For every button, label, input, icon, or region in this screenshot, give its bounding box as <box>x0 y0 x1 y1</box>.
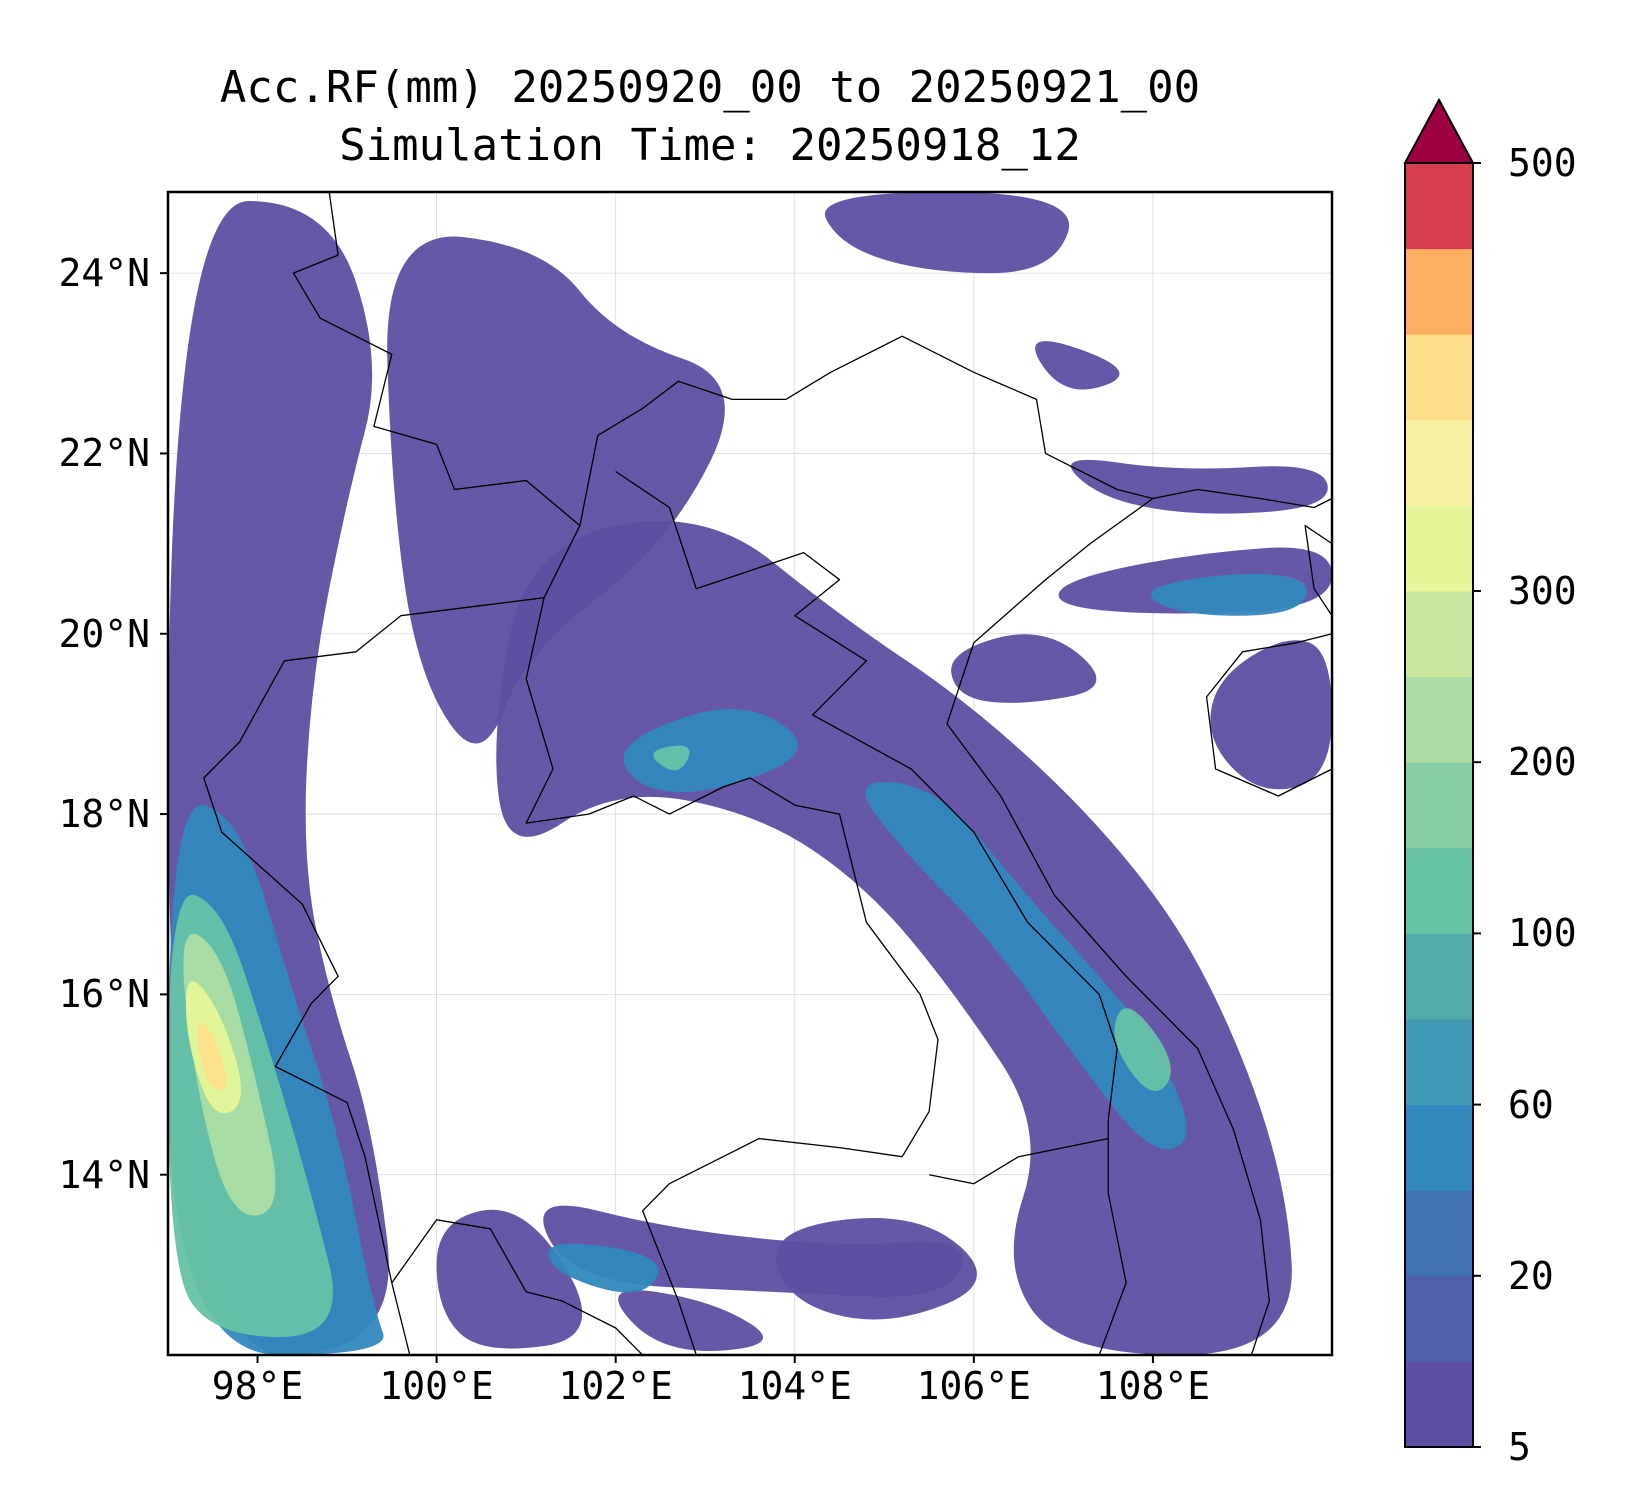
colorbar-frame <box>1404 162 1474 1448</box>
colorbar-band <box>1405 419 1473 506</box>
lon-tick-label: 102°E <box>558 1364 673 1408</box>
longitude-tick-marks <box>256 1355 1154 1363</box>
colorbar-band <box>1405 163 1473 250</box>
lat-tick-label: 18°N <box>58 792 150 837</box>
colorbar-tick-label: 5 <box>1508 1425 1531 1469</box>
colorbar-tick-label: 200 <box>1508 740 1577 785</box>
map-subtitle: Simulation Time: 20250918_12 <box>339 120 1081 171</box>
rain-region-level-0 <box>1035 341 1120 390</box>
colorbar <box>1403 97 1481 1448</box>
colorbar-tick-label: 20 <box>1508 1253 1554 1298</box>
colorbar-band <box>1405 591 1473 678</box>
rain-region-level-1 <box>865 782 1187 1150</box>
rain-region-level-0 <box>436 1209 583 1349</box>
border-line <box>597 335 1154 500</box>
border-line <box>946 497 1270 1355</box>
colorbar-band <box>1405 1190 1473 1277</box>
rain-region-level-2 <box>653 745 690 771</box>
colorbar-band <box>1405 933 1473 1020</box>
rainfall-contours <box>168 192 1332 1355</box>
rain-region-level-0 <box>387 236 725 744</box>
rain-region-level-2 <box>1114 1008 1171 1092</box>
border-line <box>525 597 939 1158</box>
rain-region-level-1 <box>623 709 798 793</box>
rain-region-level-0 <box>618 1290 764 1351</box>
lat-tick-label: 14°N <box>58 1152 150 1197</box>
border-line <box>641 1137 903 1355</box>
rain-region-level-5 <box>198 1022 227 1090</box>
lon-tick-label: 100°E <box>379 1364 494 1408</box>
colorbar-band <box>1405 676 1473 763</box>
rain-region-level-0 <box>824 192 1070 274</box>
colorbar-band <box>1405 1275 1473 1362</box>
rain-region-level-0 <box>1210 640 1332 790</box>
colorbar-tick-label: 500 <box>1508 141 1577 185</box>
colorbar-band <box>1405 762 1473 849</box>
lat-tick-label: 22°N <box>58 431 150 476</box>
colorbar-band <box>1405 1361 1473 1448</box>
lon-tick-label: 98°E <box>211 1364 304 1408</box>
colorbar-band <box>1405 505 1473 592</box>
border-line <box>292 192 599 527</box>
colorbar-tick-label: 100 <box>1508 911 1577 956</box>
lat-tick-label: 16°N <box>58 972 150 1017</box>
lon-tick-label: 106°E <box>916 1364 1032 1408</box>
border-line <box>615 470 1118 1193</box>
colorbar-band <box>1405 1019 1473 1106</box>
border-line <box>928 1137 1109 1185</box>
map-title: Acc.RF(mm) 20250920_00 to 20250921_00 <box>219 62 1201 113</box>
rain-region-level-1 <box>1150 573 1307 616</box>
lon-tick-label: 108°E <box>1095 1364 1211 1408</box>
rain-region-level-0 <box>951 634 1097 703</box>
border-line <box>1098 1192 1127 1355</box>
lon-tick-label: 104°E <box>737 1364 852 1408</box>
border-line <box>1304 524 1332 617</box>
rain-region-level-0 <box>1070 459 1328 514</box>
rain-region-level-0 <box>775 1218 977 1320</box>
country-borders <box>203 192 1332 1355</box>
lat-tick-label: 20°N <box>58 611 150 656</box>
colorbar-band <box>1405 334 1473 421</box>
border-line <box>1205 633 1332 797</box>
colorbar-extend-arrow <box>1403 97 1475 164</box>
latitude-tick-marks <box>160 272 168 1176</box>
border-line <box>1152 488 1332 509</box>
colorbar-band <box>1405 248 1473 335</box>
border-line <box>203 525 581 1355</box>
colorbar-band <box>1405 1104 1473 1191</box>
border-line <box>391 1219 644 1355</box>
colorbar-tick-label: 60 <box>1508 1082 1554 1127</box>
colorbar-tick-label: 300 <box>1508 569 1577 613</box>
map-frame <box>166 190 1334 1357</box>
rain-region-level-1 <box>548 1243 659 1293</box>
lat-tick-label: 24°N <box>58 251 150 296</box>
colorbar-band <box>1405 847 1473 934</box>
